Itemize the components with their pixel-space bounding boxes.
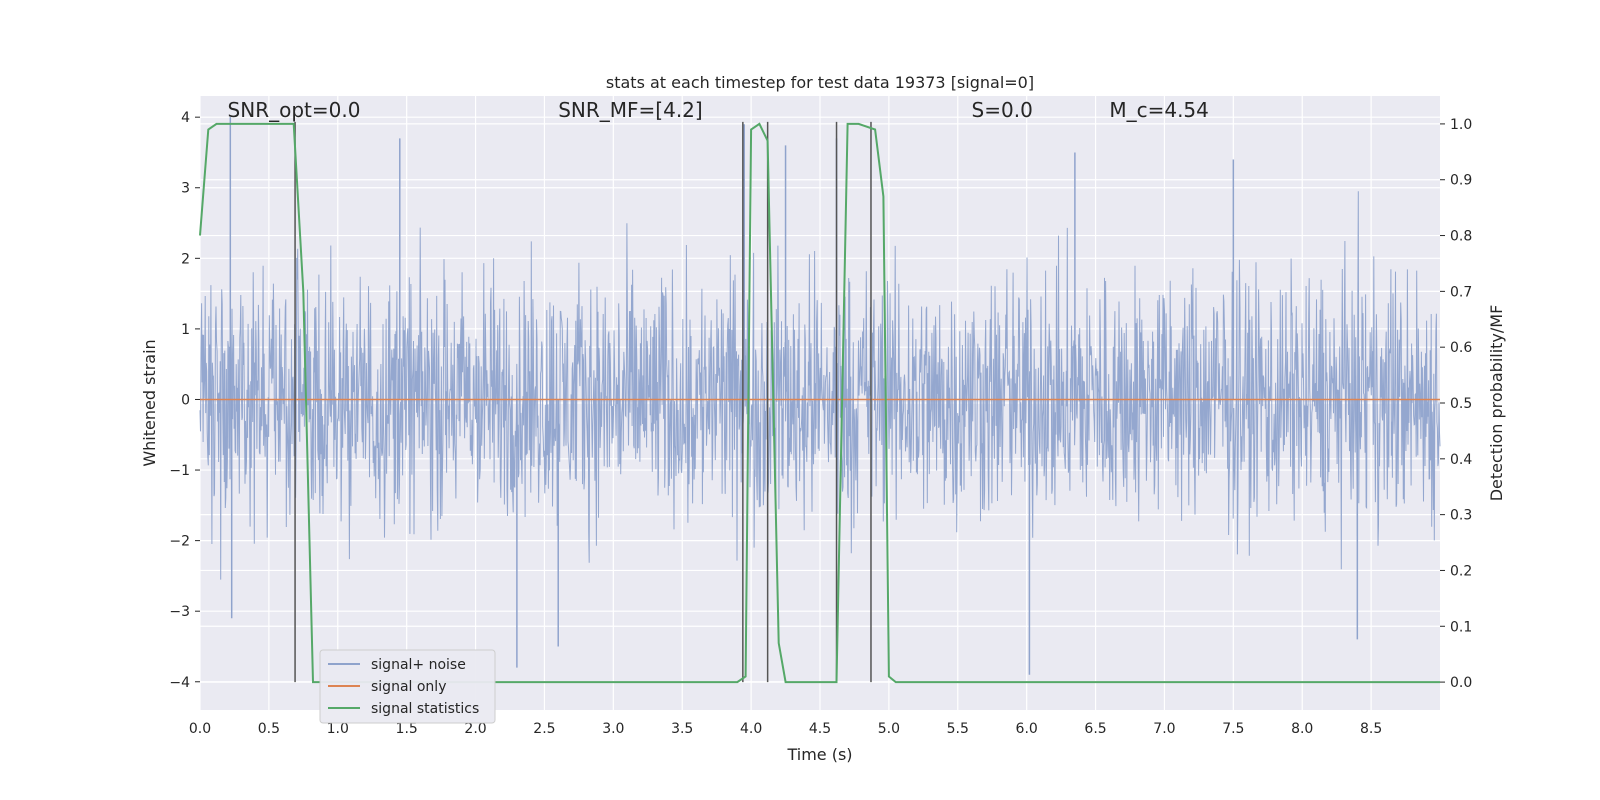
y-tick-label-left: 0 <box>181 392 190 408</box>
x-tick-label: 2.5 <box>533 721 555 737</box>
x-tick-label: 7.5 <box>1222 721 1244 737</box>
legend-label-signal-statistics: signal statistics <box>371 701 479 717</box>
annotation-mc-value: M_c=4.54 <box>1109 98 1209 122</box>
annotations: SNR_opt=0.0 SNR_MF=[4.2] S=0.0 M_c=4.54 <box>228 98 1209 122</box>
legend-label-signal-noise: signal+ noise <box>371 657 466 673</box>
y-axis-left-label: Whitened strain <box>140 339 159 466</box>
y-tick-label-right: 0.1 <box>1450 619 1472 635</box>
x-tick-label: 4.5 <box>809 721 831 737</box>
x-tick-label: 3.0 <box>602 721 624 737</box>
y-axis-left-ticks: −4 −3 −2 −1 0 1 2 3 4 <box>169 110 200 691</box>
x-tick-label: 6.5 <box>1084 721 1106 737</box>
y-axis-right-label: Detection probability/MF <box>1487 305 1506 502</box>
y-tick-label-right: 0.4 <box>1450 452 1472 468</box>
annotation-snr-mf: SNR_MF=[4.2] <box>558 98 702 122</box>
chart-title: stats at each timestep for test data 193… <box>606 73 1034 92</box>
x-tick-label: 4.0 <box>740 721 762 737</box>
x-tick-label: 5.0 <box>878 721 900 737</box>
y-tick-label-right: 0.0 <box>1450 675 1472 691</box>
x-axis-ticks: 0.0 0.5 1.0 1.5 2.0 2.5 3.0 3.5 4.0 4.5 5.0 5.5 6.0 6… <box>189 721 1382 737</box>
x-axis-label: Time (s) <box>786 745 852 764</box>
y-tick-label-right: 0.2 <box>1450 563 1472 579</box>
signal-statistics-line <box>199 122 1440 684</box>
x-tick-label: 3.5 <box>671 721 693 737</box>
y-tick-label-left: 1 <box>181 322 190 338</box>
x-tick-label: 0.5 <box>258 721 280 737</box>
y-tick-label-right: 0.7 <box>1450 284 1472 300</box>
y-tick-label-left: −3 <box>169 604 190 620</box>
y-tick-label-right: 1.0 <box>1450 117 1472 133</box>
x-tick-label: 8.5 <box>1360 721 1382 737</box>
signal-noise-line <box>199 191 1441 580</box>
y-tick-label-right: 0.3 <box>1450 508 1472 524</box>
y-tick-label-left: −2 <box>169 534 190 550</box>
x-tick-label: 1.0 <box>327 721 349 737</box>
y-axis-right-ticks: 0.0 0.1 0.2 0.3 0.4 0.5 0.6 0.7 0.8 0.9 1.0 <box>1440 117 1472 691</box>
y-tick-label-right: 0.6 <box>1450 340 1472 356</box>
vertical-markers <box>294 121 872 683</box>
annotation-s-value: S=0.0 <box>972 98 1033 122</box>
y-tick-label-right: 0.9 <box>1450 173 1472 189</box>
x-tick-label: 0.0 <box>189 721 211 737</box>
x-tick-label: 2.0 <box>464 721 486 737</box>
signal-statistics-series <box>199 122 1440 684</box>
x-tick-label: 5.5 <box>947 721 969 737</box>
legend-box <box>319 649 496 724</box>
y-tick-label-left: −4 <box>169 675 190 691</box>
y-tick-label-left: −1 <box>169 463 190 479</box>
x-tick-label: 7.0 <box>1153 721 1175 737</box>
x-tick-label: 8.0 <box>1291 721 1313 737</box>
y-tick-label-left: 3 <box>181 181 190 197</box>
y-tick-label-left: 4 <box>181 110 190 126</box>
legend: signal+ noise signal only signal statist… <box>319 649 496 724</box>
y-tick-label-right: 0.8 <box>1450 229 1472 245</box>
y-tick-label-left: 2 <box>181 251 190 267</box>
x-tick-label: 1.5 <box>396 721 418 737</box>
annotation-snr-opt: SNR_opt=0.0 <box>228 98 361 122</box>
y-tick-label-right: 0.5 <box>1450 396 1472 412</box>
x-tick-label: 6.0 <box>1016 721 1038 737</box>
legend-label-signal-only: signal only <box>371 679 446 695</box>
